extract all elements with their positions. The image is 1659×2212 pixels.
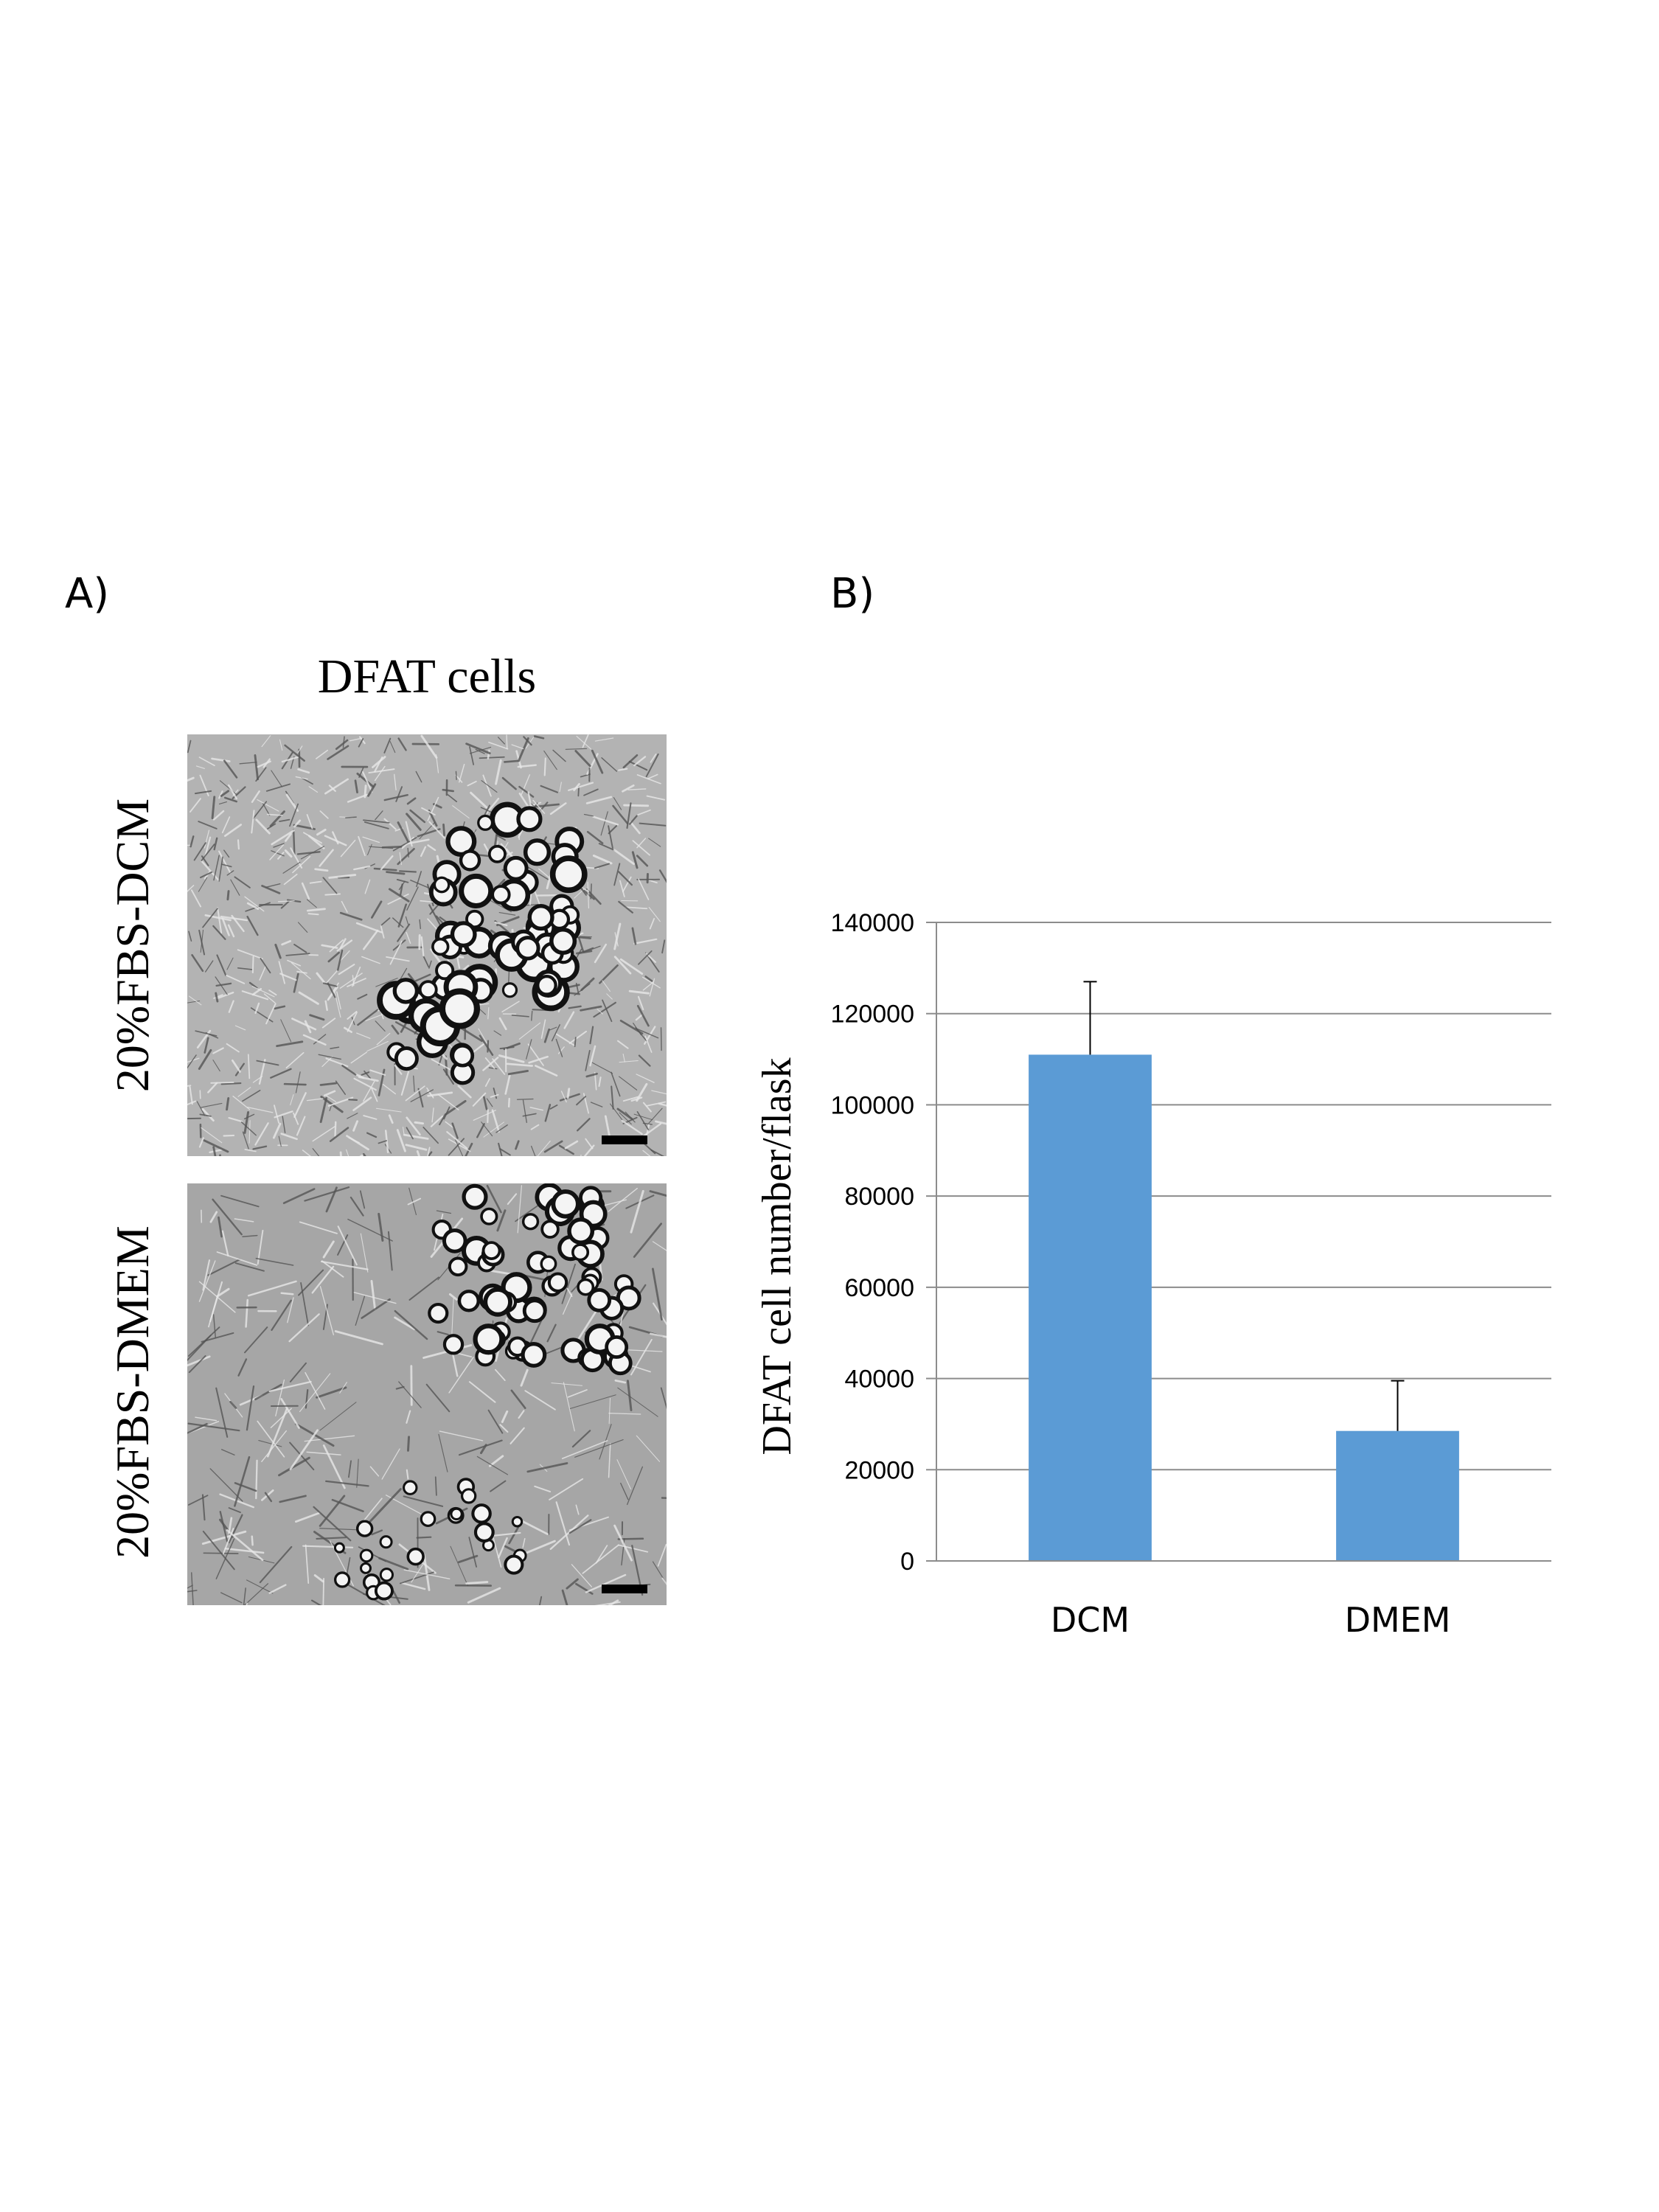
y-tick-label: 100000 (831, 1091, 914, 1119)
micrograph-dmem (187, 1183, 667, 1605)
y-tick-label: 20000 (844, 1456, 914, 1484)
panel-a-label: A) (65, 570, 110, 618)
category-label: DMEM (1345, 1600, 1451, 1640)
panel-b-label: B) (830, 570, 875, 618)
y-tick-label: 120000 (831, 1001, 914, 1029)
category-label: DCM (1051, 1600, 1130, 1640)
micrograph-dcm (187, 734, 667, 1156)
y-tick-label: 60000 (844, 1274, 914, 1302)
y-tick-label: 0 (900, 1548, 914, 1576)
panel-a-title: DFAT cells (317, 650, 537, 703)
y-tick-label: 40000 (844, 1366, 914, 1394)
y-axis-title: DFAT cell number/flask (754, 1057, 800, 1455)
bar-dmem (1336, 1430, 1459, 1561)
y-tick-label: 80000 (844, 1183, 914, 1211)
bar-dcm (1029, 1054, 1152, 1561)
y-tick-label: 140000 (831, 909, 914, 937)
